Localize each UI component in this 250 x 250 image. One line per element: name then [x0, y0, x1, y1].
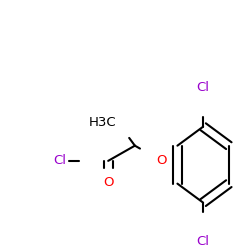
Text: O: O [103, 176, 114, 189]
Text: Cl: Cl [196, 82, 209, 94]
Text: H3C: H3C [88, 116, 116, 130]
Text: O: O [156, 154, 167, 167]
Text: Cl: Cl [196, 235, 209, 248]
Text: Cl: Cl [54, 154, 67, 167]
